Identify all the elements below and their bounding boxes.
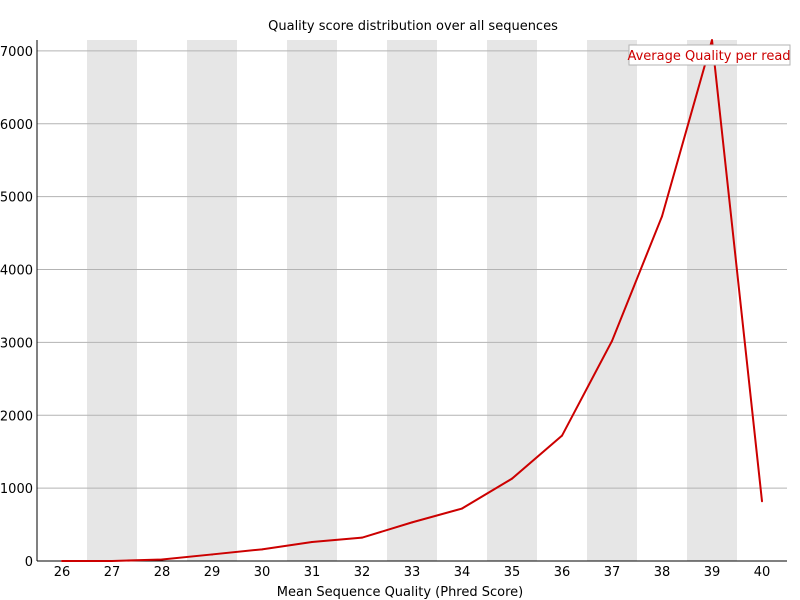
data-point-32 — [361, 536, 363, 539]
data-point-27 — [111, 560, 113, 562]
y-tick-0: 0 — [25, 555, 33, 570]
band-39 — [687, 40, 737, 561]
legend-box — [628, 44, 791, 66]
y-tick-4000: 4000 — [0, 264, 33, 279]
y-tick-6000: 6000 — [0, 118, 33, 133]
x-tick-36: 36 — [554, 565, 571, 580]
data-point-31 — [311, 541, 313, 544]
data-point-28 — [161, 558, 163, 561]
data-point-30 — [261, 548, 263, 551]
series-lines — [61, 39, 763, 562]
band-31 — [287, 40, 337, 561]
data-point-36 — [561, 434, 563, 437]
alternating-bands — [87, 40, 737, 561]
x-tick-35: 35 — [504, 565, 521, 580]
band-27 — [87, 40, 137, 561]
y-tick-labels: 0 1000 2000 3000 4000 5000 6000 7000 — [0, 45, 33, 570]
legend-label: Average Quality per read — [627, 49, 790, 64]
band-37 — [587, 40, 637, 561]
x-axis-title: Mean Sequence Quality (Phred Score) — [277, 585, 523, 600]
x-tick-26: 26 — [54, 565, 71, 580]
y-tick-7000: 7000 — [0, 45, 33, 60]
x-tick-39: 39 — [704, 565, 721, 580]
x-tick-30: 30 — [254, 565, 271, 580]
x-tick-31: 31 — [304, 565, 321, 580]
band-35 — [487, 40, 537, 561]
data-point-34 — [461, 507, 463, 510]
x-tick-33: 33 — [404, 565, 421, 580]
y-tick-2000: 2000 — [0, 409, 33, 424]
legend: Average Quality per read — [627, 44, 791, 66]
x-tick-32: 32 — [354, 565, 371, 580]
x-tick-labels: 26 27 28 29 30 31 32 33 34 35 36 37 38 39 40 — [54, 565, 771, 580]
data-point-35 — [511, 477, 513, 480]
x-tick-37: 37 — [604, 565, 621, 580]
data-point-40 — [761, 500, 763, 503]
data-point-39 — [711, 39, 713, 41]
data-point-37 — [611, 339, 613, 342]
data-point-33 — [411, 521, 413, 524]
y-tick-3000: 3000 — [0, 336, 33, 351]
data-point-38 — [661, 215, 663, 218]
band-29 — [187, 40, 237, 561]
data-point-29 — [211, 553, 213, 556]
y-tick-1000: 1000 — [0, 482, 33, 497]
x-tick-29: 29 — [204, 565, 221, 580]
data-point-26 — [61, 560, 63, 562]
x-tick-27: 27 — [104, 565, 121, 580]
y-tick-5000: 5000 — [0, 191, 33, 206]
chart-title: Quality score distribution over all sequ… — [268, 19, 558, 34]
band-33 — [387, 40, 437, 561]
axes — [36, 40, 787, 562]
x-tick-38: 38 — [654, 565, 671, 580]
x-tick-40: 40 — [754, 565, 771, 580]
x-tick-34: 34 — [454, 565, 471, 580]
x-tick-28: 28 — [154, 565, 171, 580]
horizontal-gridlines — [37, 50, 787, 489]
